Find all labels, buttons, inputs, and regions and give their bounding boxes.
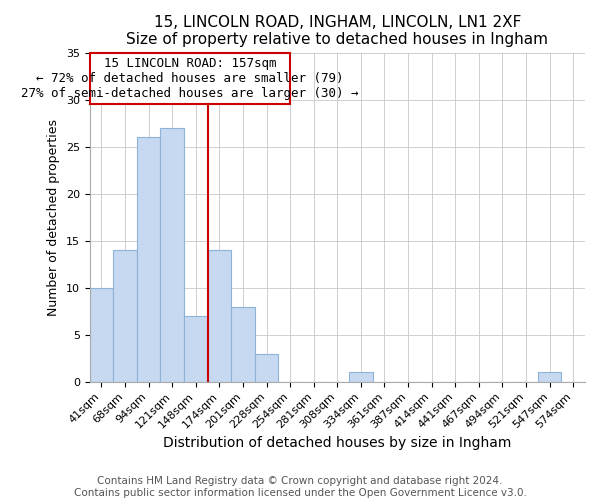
Text: 15 LINCOLN ROAD: 157sqm
← 72% of detached houses are smaller (79)
27% of semi-de: 15 LINCOLN ROAD: 157sqm ← 72% of detache… <box>21 57 359 100</box>
Text: Contains HM Land Registry data © Crown copyright and database right 2024.
Contai: Contains HM Land Registry data © Crown c… <box>74 476 526 498</box>
Bar <box>89 288 113 382</box>
Bar <box>137 138 160 382</box>
FancyBboxPatch shape <box>89 52 290 104</box>
Bar <box>113 250 137 382</box>
Bar <box>184 316 208 382</box>
X-axis label: Distribution of detached houses by size in Ingham: Distribution of detached houses by size … <box>163 436 512 450</box>
Bar <box>208 250 231 382</box>
Bar <box>255 354 278 382</box>
Title: 15, LINCOLN ROAD, INGHAM, LINCOLN, LN1 2XF
Size of property relative to detached: 15, LINCOLN ROAD, INGHAM, LINCOLN, LN1 2… <box>127 15 548 48</box>
Bar <box>538 372 562 382</box>
Bar <box>231 306 255 382</box>
Bar <box>349 372 373 382</box>
Y-axis label: Number of detached properties: Number of detached properties <box>47 118 60 316</box>
Bar <box>160 128 184 382</box>
